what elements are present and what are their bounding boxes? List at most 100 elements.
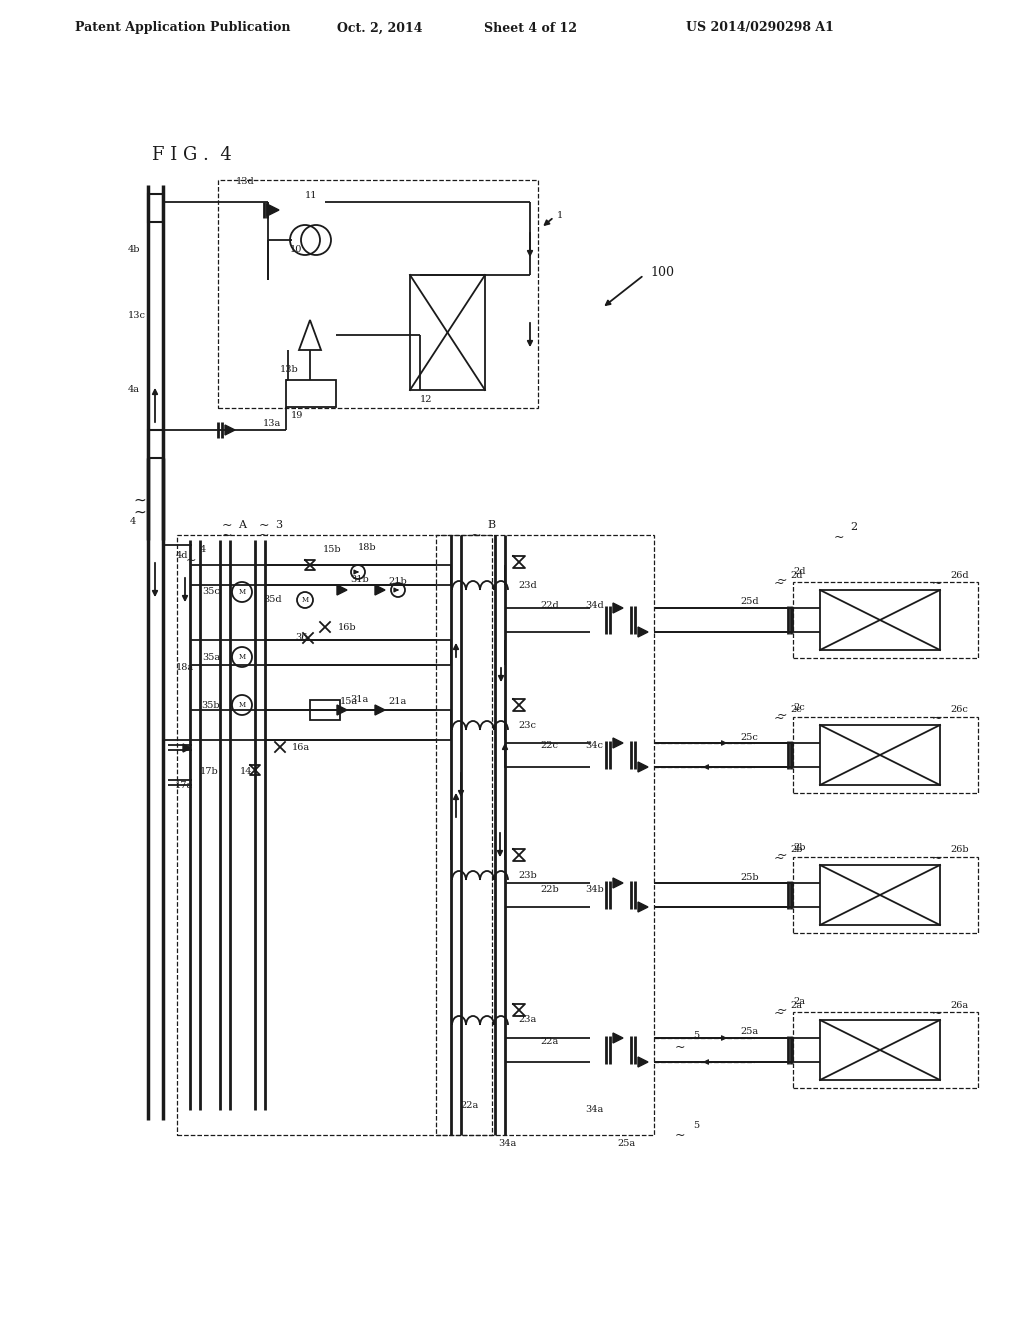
Text: Sheet 4 of 12: Sheet 4 of 12 <box>483 21 577 34</box>
Polygon shape <box>337 705 347 715</box>
Text: 2b: 2b <box>793 842 806 851</box>
Text: 26c: 26c <box>950 705 968 714</box>
Text: 3: 3 <box>275 520 283 531</box>
Text: 5: 5 <box>693 1121 699 1130</box>
Bar <box>820 725 940 785</box>
Text: 36: 36 <box>295 634 307 643</box>
Polygon shape <box>375 585 385 595</box>
Bar <box>148 430 163 458</box>
Polygon shape <box>337 585 347 595</box>
Text: 15b: 15b <box>323 545 342 554</box>
Text: 5: 5 <box>693 1031 699 1040</box>
Text: 15a: 15a <box>340 697 358 706</box>
Text: 21a: 21a <box>388 697 407 706</box>
Bar <box>793 1012 978 1088</box>
Polygon shape <box>613 738 623 748</box>
Text: 22c: 22c <box>540 741 558 750</box>
Bar <box>793 717 978 793</box>
Text: 23b: 23b <box>518 870 537 879</box>
Text: ~: ~ <box>471 528 481 541</box>
Text: 31b: 31b <box>350 576 369 585</box>
Text: A: A <box>238 520 246 531</box>
Text: 100: 100 <box>650 265 674 279</box>
Text: 13c: 13c <box>128 310 146 319</box>
Text: 25d: 25d <box>740 598 759 606</box>
Text: 4d: 4d <box>176 550 188 560</box>
Polygon shape <box>638 902 648 912</box>
Text: 10: 10 <box>290 246 302 255</box>
Text: ~: ~ <box>774 577 784 590</box>
Polygon shape <box>225 425 234 436</box>
Text: 34b: 34b <box>585 886 604 895</box>
Text: ~: ~ <box>777 1003 787 1016</box>
Text: 35b: 35b <box>202 701 220 710</box>
Text: 4b: 4b <box>128 246 140 255</box>
Text: Oct. 2, 2014: Oct. 2, 2014 <box>337 21 423 34</box>
Text: 13a: 13a <box>263 420 282 429</box>
Text: 2: 2 <box>850 521 857 532</box>
Text: Patent Application Publication: Patent Application Publication <box>75 21 291 34</box>
Bar <box>820 865 940 925</box>
Text: ~: ~ <box>834 531 844 544</box>
Text: 35c: 35c <box>202 587 220 597</box>
Text: B: B <box>487 520 496 531</box>
Text: ~: ~ <box>185 553 197 566</box>
Text: 16b: 16b <box>338 623 356 631</box>
Text: ~: ~ <box>932 711 942 725</box>
Bar <box>820 590 940 649</box>
Text: 19: 19 <box>291 411 303 420</box>
Polygon shape <box>183 744 191 752</box>
Text: 4: 4 <box>200 545 206 554</box>
Text: ~: ~ <box>259 528 269 541</box>
Text: 11: 11 <box>305 190 317 199</box>
Text: 1: 1 <box>557 210 563 219</box>
Bar <box>436 535 654 1135</box>
Text: 25c: 25c <box>740 733 758 742</box>
Text: 23d: 23d <box>518 581 537 590</box>
Text: 35a: 35a <box>202 652 220 661</box>
Text: 2b: 2b <box>790 846 803 854</box>
Text: 25b: 25b <box>740 873 759 882</box>
Text: 12: 12 <box>420 396 432 404</box>
Text: 18a: 18a <box>176 664 195 672</box>
Polygon shape <box>638 1057 648 1067</box>
Text: 18b: 18b <box>358 543 377 552</box>
Text: M: M <box>239 653 246 661</box>
Text: 34c: 34c <box>585 741 603 750</box>
Text: 26b: 26b <box>950 846 969 854</box>
Polygon shape <box>638 762 648 772</box>
Text: 22a: 22a <box>460 1101 478 1110</box>
Text: 2c: 2c <box>790 705 802 714</box>
Polygon shape <box>613 603 623 612</box>
Text: 22a: 22a <box>540 1038 558 1047</box>
Text: 17b: 17b <box>200 767 219 776</box>
Bar <box>793 857 978 933</box>
Text: ~: ~ <box>932 851 942 865</box>
Text: ~: ~ <box>932 1006 942 1019</box>
Text: F I G .  4: F I G . 4 <box>152 147 231 164</box>
Bar <box>793 582 978 657</box>
Text: ~: ~ <box>932 577 942 590</box>
Text: 26a: 26a <box>950 1001 968 1010</box>
Bar <box>286 380 336 407</box>
Bar <box>820 1020 940 1080</box>
Text: 34a: 34a <box>585 1106 603 1114</box>
Text: ~: ~ <box>133 504 146 520</box>
Text: 35d: 35d <box>263 595 282 605</box>
Text: 22b: 22b <box>540 886 559 895</box>
Bar <box>310 700 340 719</box>
Text: ~: ~ <box>133 492 146 507</box>
Text: 26d: 26d <box>950 570 969 579</box>
Text: US 2014/0290298 A1: US 2014/0290298 A1 <box>686 21 834 34</box>
Text: ~: ~ <box>222 528 232 541</box>
Text: 2d: 2d <box>793 568 806 577</box>
Text: ~: ~ <box>774 1006 784 1019</box>
Text: 17a: 17a <box>175 780 194 789</box>
Text: 4: 4 <box>130 517 136 527</box>
Text: 34a: 34a <box>498 1139 516 1148</box>
Text: 13b: 13b <box>280 366 299 375</box>
Text: ~: ~ <box>777 709 787 722</box>
Text: 4a: 4a <box>128 385 140 395</box>
Text: 23c: 23c <box>518 721 536 730</box>
Text: 22d: 22d <box>540 601 559 610</box>
